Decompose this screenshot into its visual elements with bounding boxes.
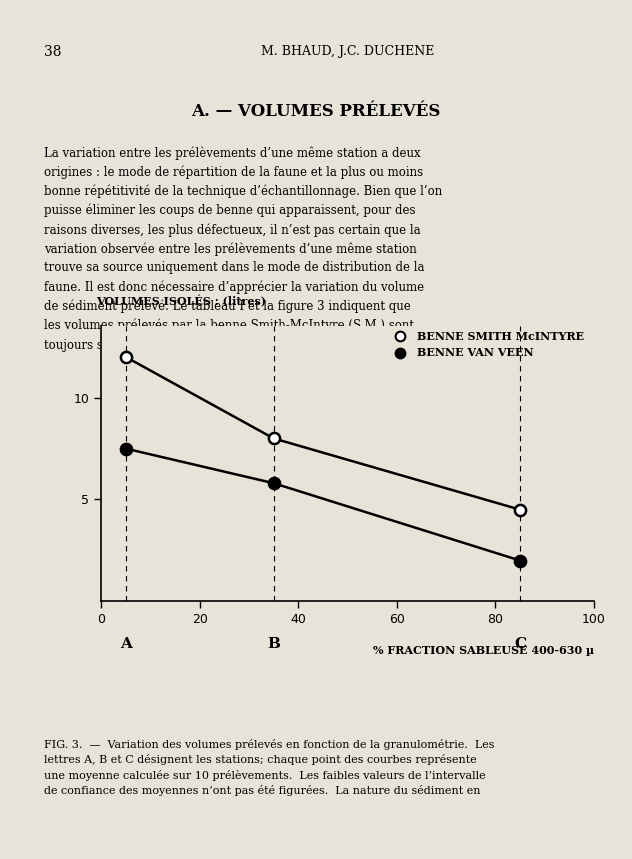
Text: A. — VOLUMES PRÉLEVÉS: A. — VOLUMES PRÉLEVÉS [191,103,441,120]
Point [121,350,131,364]
Point [121,442,131,455]
Text: B: B [267,637,280,651]
Legend: BENNE SMITH McINTYRE, BENNE VAN VEEN: BENNE SMITH McINTYRE, BENNE VAN VEEN [385,326,588,362]
Point [515,554,525,568]
Text: M. BHAUD, J.C. DUCHENE: M. BHAUD, J.C. DUCHENE [261,45,434,58]
Text: % FRACTION SABLEUSE 400-630 µ: % FRACTION SABLEUSE 400-630 µ [373,645,594,656]
Text: FIG. 3.  —  Variation des volumes prélevés en fonction de la granulométrie.  Les: FIG. 3. — Variation des volumes prélevés… [44,739,495,796]
Point [269,477,279,490]
Text: 38: 38 [44,45,62,58]
Point [515,503,525,516]
Text: C: C [514,637,526,651]
Text: La variation entre les prélèvements d’une même station a deux
origines : le mode: La variation entre les prélèvements d’un… [44,146,442,351]
Text: A: A [120,637,131,651]
Point [269,431,279,445]
Text: VOLUMES ISOLÉS : (litres): VOLUMES ISOLÉS : (litres) [96,295,266,308]
